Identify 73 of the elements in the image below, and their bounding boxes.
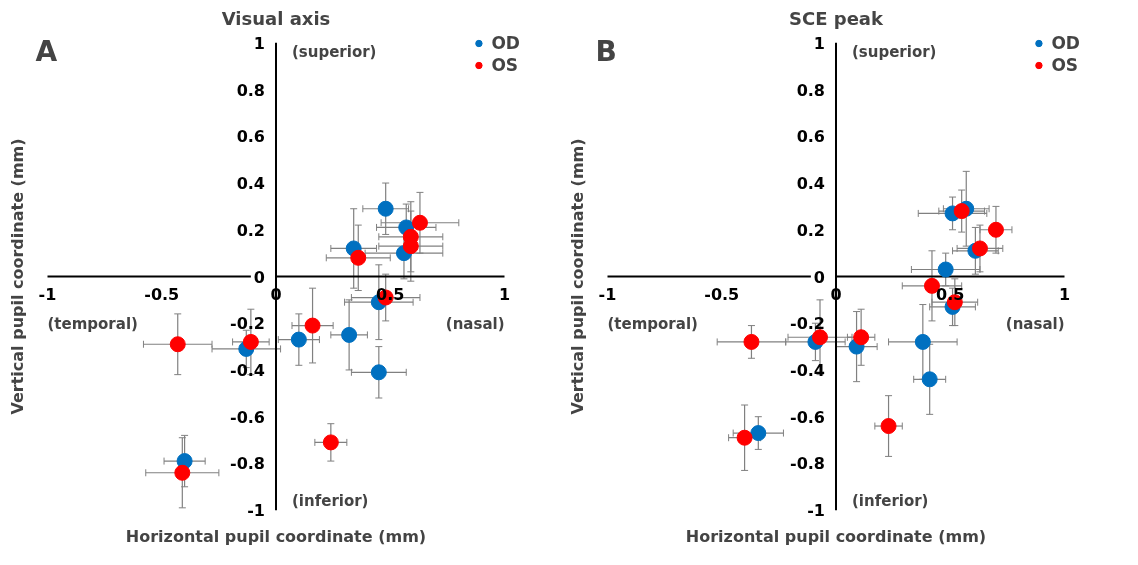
y-tick-label: -0.2	[230, 314, 265, 334]
y-tick-label: 1	[813, 33, 826, 53]
x-tick-label: 0.5	[936, 284, 965, 304]
y-tick-label: -0.6	[790, 407, 825, 427]
x-tick-label: -0.5	[704, 284, 740, 304]
y-tick-label: 0.2	[796, 220, 825, 240]
annotation: (nasal)	[445, 314, 505, 333]
y-tick-label: -0.4	[230, 360, 265, 380]
annotation: (inferior)	[292, 492, 369, 511]
y-tick-label: 0.2	[236, 220, 265, 240]
x-tick-label: -0.5	[144, 284, 180, 304]
annotation: A	[35, 34, 58, 68]
y-tick-label: 0.4	[236, 174, 265, 194]
y-tick-label: 0	[253, 267, 266, 287]
point	[853, 329, 870, 346]
y-tick-label: 0.8	[796, 80, 825, 100]
y-tick-label: -0.8	[230, 454, 265, 474]
point	[411, 214, 428, 231]
point	[350, 249, 367, 266]
x-tick-label: -1	[598, 284, 617, 304]
x-axis-title: Horizontal pupil coordinate (mm)	[125, 526, 427, 546]
annotation: (inferior)	[852, 492, 929, 511]
annotation: (superior)	[852, 42, 937, 61]
annotation: (temporal)	[607, 314, 698, 333]
point	[750, 425, 767, 442]
point	[174, 464, 191, 481]
x-tick-label: -1	[38, 284, 57, 304]
x-tick-label: 1	[1058, 284, 1071, 304]
annotation: (nasal)	[1005, 314, 1065, 333]
point	[377, 200, 394, 217]
point	[812, 329, 828, 346]
annotation: (superior)	[292, 42, 377, 61]
y-tick-label: -0.8	[790, 454, 825, 474]
y-tick-label: -0.2	[790, 314, 825, 334]
point	[921, 371, 938, 388]
point	[736, 429, 753, 446]
x-tick-label: 1	[498, 284, 511, 304]
point	[987, 221, 1004, 238]
y-tick-label: 0.6	[796, 127, 825, 147]
point	[322, 434, 339, 451]
point	[169, 336, 186, 353]
point	[290, 331, 307, 348]
annotation: (temporal)	[47, 314, 138, 333]
point	[341, 326, 358, 343]
point	[242, 333, 259, 350]
chart-title: SCE peak	[789, 7, 884, 29]
y-tick-label: -0.4	[790, 360, 825, 380]
y-axis-title: Vertical pupil coordinate (mm)	[7, 138, 27, 415]
y-tick-label: -1	[807, 501, 826, 521]
legend-label: OS	[491, 55, 519, 75]
point	[880, 418, 897, 435]
y-axis-title: Vertical pupil coordinate (mm)	[567, 138, 587, 415]
point	[971, 240, 988, 257]
y-tick-label: 0.6	[236, 127, 265, 147]
point	[370, 364, 387, 381]
annotation: B	[595, 34, 617, 68]
chart-title: Visual axis	[221, 7, 331, 29]
y-tick-label: 0	[813, 267, 826, 287]
x-axis-title: Horizontal pupil coordinate (mm)	[685, 526, 987, 546]
y-tick-label: 1	[253, 33, 266, 53]
legend-label: OD	[491, 33, 520, 53]
y-tick-label: -1	[247, 501, 266, 521]
point	[937, 261, 954, 278]
point	[914, 333, 931, 350]
point	[304, 317, 321, 334]
legend-label: OD	[1051, 33, 1080, 53]
point	[743, 333, 760, 350]
y-tick-label: 0.8	[236, 80, 265, 100]
x-tick-label: 0.5	[376, 284, 405, 304]
legend-label: OS	[1051, 55, 1079, 75]
y-tick-label: -0.6	[230, 407, 265, 427]
point	[953, 203, 970, 220]
y-tick-label: 0.4	[796, 174, 825, 194]
